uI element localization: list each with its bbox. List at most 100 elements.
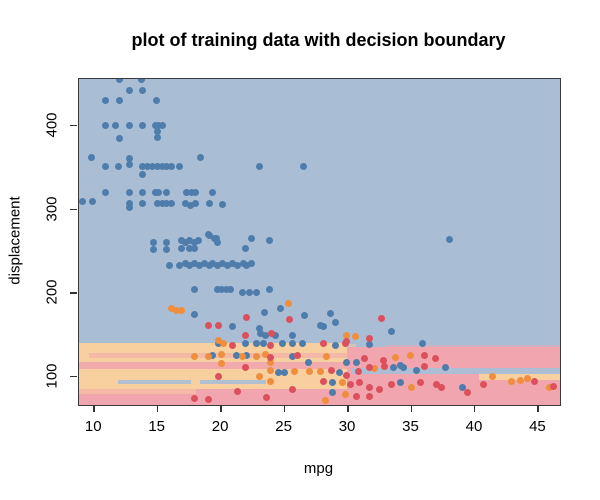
data-point-class-blue — [163, 238, 171, 246]
data-point-class-blue — [232, 351, 240, 359]
x-axis-tick — [537, 405, 539, 412]
data-point-class-red — [328, 366, 336, 374]
data-point-class-orange — [316, 368, 324, 376]
data-point-class-blue — [159, 200, 167, 208]
data-point-class-red — [354, 368, 362, 376]
decision-region-stripe — [350, 368, 560, 375]
data-point-class-blue — [259, 339, 267, 347]
data-point-class-blue — [201, 259, 209, 267]
data-point-class-blue — [88, 154, 96, 162]
data-point-class-orange — [342, 391, 350, 399]
data-point-class-blue — [288, 339, 296, 347]
data-point-class-red — [267, 354, 275, 362]
data-point-class-blue — [79, 197, 87, 205]
data-point-class-blue — [217, 286, 225, 294]
x-axis-tick — [347, 405, 349, 412]
data-point-class-orange — [391, 354, 399, 362]
data-point-class-red — [343, 371, 351, 379]
x-axis-tick — [410, 405, 412, 412]
data-point-class-orange — [546, 383, 554, 391]
data-point-class-orange — [178, 306, 186, 314]
data-point-class-orange — [204, 353, 212, 361]
data-point-class-blue — [213, 286, 221, 294]
data-point-class-blue — [126, 87, 134, 95]
data-point-class-red — [204, 321, 212, 329]
data-point-class-blue — [190, 286, 198, 294]
data-point-class-blue — [155, 189, 163, 197]
x-axis-label: mpg — [303, 460, 334, 477]
data-point-class-blue — [144, 162, 152, 170]
data-point-class-orange — [371, 365, 379, 373]
data-point-class-blue — [126, 189, 134, 197]
data-point-class-blue — [316, 321, 324, 329]
data-point-class-orange — [217, 360, 225, 368]
data-point-class-red — [463, 389, 471, 397]
data-point-class-red — [420, 363, 428, 371]
x-axis-tick — [156, 405, 159, 412]
data-point-class-orange — [284, 299, 292, 307]
data-point-class-blue — [223, 262, 231, 270]
data-point-class-red — [241, 364, 249, 372]
decision-region-stripe — [79, 388, 196, 394]
data-point-class-blue — [163, 189, 171, 197]
data-point-class-orange — [267, 366, 275, 374]
data-point-class-blue — [281, 369, 289, 377]
data-point-class-blue — [329, 389, 337, 397]
data-point-class-blue — [116, 134, 124, 142]
data-point-class-orange — [306, 368, 314, 376]
data-point-class-blue — [197, 154, 205, 162]
data-point-class-blue — [458, 383, 466, 391]
data-point-class-blue — [288, 352, 296, 360]
y-axis-label: displacement — [6, 196, 24, 285]
data-point-class-orange — [408, 383, 415, 391]
data-point-class-orange — [190, 353, 198, 361]
data-point-class-blue — [182, 259, 190, 267]
data-point-class-blue — [150, 246, 158, 254]
x-tick-label: 20 — [211, 418, 229, 435]
data-point-class-red — [215, 373, 223, 381]
data-point-class-red — [268, 329, 276, 337]
data-point-class-blue — [168, 200, 176, 208]
data-point-class-red — [347, 380, 355, 388]
data-point-class-blue — [163, 246, 171, 254]
data-point-class-orange — [321, 396, 329, 404]
data-point-class-orange — [489, 372, 497, 380]
data-point-class-blue — [163, 162, 171, 170]
data-point-class-blue — [187, 201, 195, 209]
data-point-class-blue — [190, 259, 198, 267]
y-axis-tick — [70, 375, 77, 378]
data-point-class-blue — [112, 122, 120, 130]
data-point-class-red — [263, 394, 271, 402]
data-point-class-blue — [126, 160, 134, 168]
data-point-class-blue — [188, 189, 196, 197]
data-point-class-blue — [248, 235, 256, 243]
data-point-class-orange — [239, 352, 247, 360]
x-tick-label: 25 — [275, 418, 292, 435]
x-tick-label: 40 — [465, 418, 483, 435]
data-point-class-blue — [138, 200, 146, 208]
data-point-class-blue — [288, 331, 296, 339]
data-point-class-blue — [159, 162, 167, 170]
data-point-class-blue — [298, 339, 306, 347]
x-tick-label: 45 — [529, 418, 546, 435]
data-point-class-red — [355, 379, 363, 387]
data-point-class-blue — [262, 331, 270, 339]
data-point-class-red — [380, 356, 388, 364]
data-point-class-red — [433, 380, 441, 388]
data-point-class-blue — [255, 162, 263, 170]
data-point-class-blue — [154, 134, 162, 142]
data-point-class-red — [432, 355, 440, 363]
data-point-class-blue — [335, 369, 343, 377]
data-point-class-red — [366, 392, 374, 400]
data-point-class-orange — [168, 304, 176, 312]
data-point-class-blue — [183, 189, 191, 197]
data-point-class-blue — [163, 200, 171, 208]
data-point-class-blue — [165, 262, 173, 270]
data-point-class-blue — [149, 162, 157, 170]
y-axis-tick — [70, 208, 77, 211]
data-point-class-red — [531, 378, 539, 386]
data-point-class-blue — [159, 122, 167, 130]
data-point-class-blue — [154, 162, 162, 170]
data-point-class-red — [320, 377, 328, 385]
